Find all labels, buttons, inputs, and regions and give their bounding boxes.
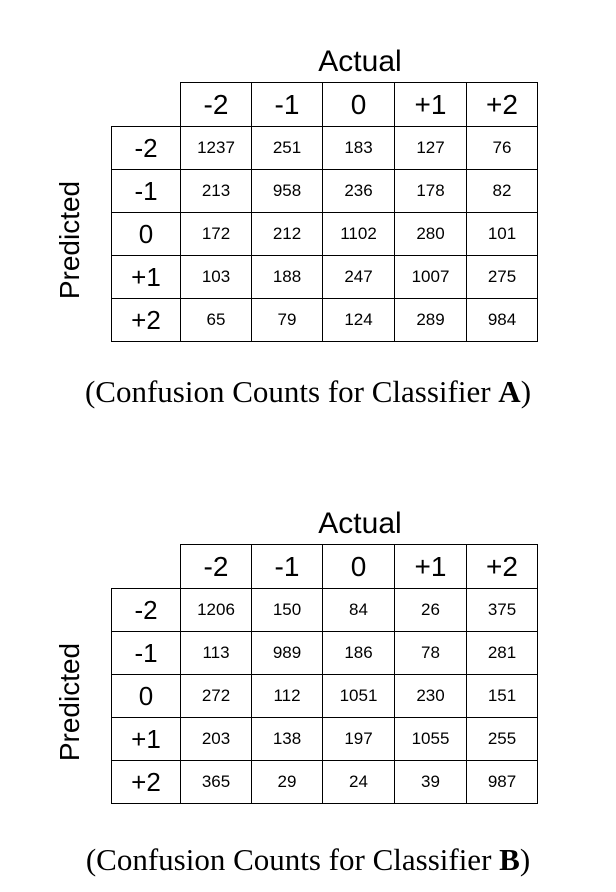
count-cell: 151 bbox=[466, 674, 538, 718]
count-cell: 197 bbox=[322, 717, 395, 761]
row-header: -2 bbox=[111, 588, 181, 632]
count-cell: 958 bbox=[251, 169, 323, 213]
count-cell: 26 bbox=[394, 588, 467, 632]
table-row: -1 113 989 186 78 281 bbox=[111, 631, 538, 675]
column-header: -2 bbox=[180, 544, 252, 589]
row-header: -2 bbox=[111, 126, 181, 170]
count-cell: 1051 bbox=[322, 674, 395, 718]
count-cell: 113 bbox=[180, 631, 252, 675]
table-row: 0 172 212 1102 280 101 bbox=[111, 212, 538, 256]
column-header: +1 bbox=[394, 82, 467, 127]
count-cell: 375 bbox=[466, 588, 538, 632]
count-cell: 251 bbox=[251, 126, 323, 170]
count-cell: 213 bbox=[180, 169, 252, 213]
actual-axis-label: Actual bbox=[318, 45, 402, 78]
count-cell: 39 bbox=[394, 760, 467, 804]
count-cell: 29 bbox=[251, 760, 323, 804]
row-header: 0 bbox=[111, 674, 181, 718]
count-cell: 101 bbox=[466, 212, 538, 256]
count-cell: 78 bbox=[394, 631, 467, 675]
column-header: 0 bbox=[322, 82, 395, 127]
caption-classifier: B bbox=[499, 842, 520, 877]
count-cell: 150 bbox=[251, 588, 323, 632]
count-cell: 79 bbox=[251, 298, 323, 342]
count-cell: 987 bbox=[466, 760, 538, 804]
column-header: -1 bbox=[251, 544, 323, 589]
caption-classifier: A bbox=[498, 374, 521, 409]
count-cell: 984 bbox=[466, 298, 538, 342]
column-header: +1 bbox=[394, 544, 467, 589]
count-cell: 1007 bbox=[394, 255, 467, 299]
confusion-table-a: -2 -1 0 +1 +2 -2 1237 251 183 127 76 -1 213 958 236 178… bbox=[111, 82, 538, 342]
caption-suffix: ) bbox=[519, 842, 531, 877]
count-cell: 203 bbox=[180, 717, 252, 761]
count-cell: 247 bbox=[322, 255, 395, 299]
column-header: +2 bbox=[466, 82, 538, 127]
count-cell: 76 bbox=[466, 126, 538, 170]
confusion-table-b: -2 -1 0 +1 +2 -2 1206 150 84 26 375 -1 113 989 186 78 28… bbox=[111, 544, 538, 804]
table-row: +2 65 79 124 289 984 bbox=[111, 298, 538, 342]
caption-b: (Confusion Counts for Classifier B) bbox=[0, 840, 616, 880]
row-header: -1 bbox=[111, 631, 181, 675]
table-row: -1 213 958 236 178 82 bbox=[111, 169, 538, 213]
caption-prefix: (Confusion Counts for Classifier bbox=[85, 842, 500, 877]
header-row: -2 -1 0 +1 +2 bbox=[111, 544, 538, 589]
count-cell: 230 bbox=[394, 674, 467, 718]
count-cell: 172 bbox=[180, 212, 252, 256]
count-cell: 289 bbox=[394, 298, 467, 342]
count-cell: 1237 bbox=[180, 126, 252, 170]
row-header: -1 bbox=[111, 169, 181, 213]
column-header: -2 bbox=[180, 82, 252, 127]
table-row: +2 365 29 24 39 987 bbox=[111, 760, 538, 804]
count-cell: 365 bbox=[180, 760, 252, 804]
header-row: -2 -1 0 +1 +2 bbox=[111, 82, 538, 127]
count-cell: 84 bbox=[322, 588, 395, 632]
row-header: +2 bbox=[111, 760, 181, 804]
count-cell: 280 bbox=[394, 212, 467, 256]
count-cell: 65 bbox=[180, 298, 252, 342]
column-header: 0 bbox=[322, 544, 395, 589]
count-cell: 212 bbox=[251, 212, 323, 256]
count-cell: 1206 bbox=[180, 588, 252, 632]
row-header: +1 bbox=[111, 255, 181, 299]
corner-cell bbox=[111, 544, 181, 589]
column-header: +2 bbox=[466, 544, 538, 589]
table-row: +1 103 188 247 1007 275 bbox=[111, 255, 538, 299]
count-cell: 236 bbox=[322, 169, 395, 213]
count-cell: 1055 bbox=[394, 717, 467, 761]
count-cell: 178 bbox=[394, 169, 467, 213]
count-cell: 82 bbox=[466, 169, 538, 213]
corner-cell bbox=[111, 82, 181, 127]
caption-suffix: ) bbox=[520, 374, 532, 409]
predicted-axis-label: Predicted bbox=[54, 642, 85, 762]
count-cell: 138 bbox=[251, 717, 323, 761]
caption-a: (Confusion Counts for Classifier A) bbox=[0, 372, 616, 412]
count-cell: 112 bbox=[251, 674, 323, 718]
count-cell: 127 bbox=[394, 126, 467, 170]
count-cell: 188 bbox=[251, 255, 323, 299]
count-cell: 183 bbox=[322, 126, 395, 170]
table-row: 0 272 112 1051 230 151 bbox=[111, 674, 538, 718]
actual-axis-label: Actual bbox=[318, 507, 402, 540]
row-header: +1 bbox=[111, 717, 181, 761]
predicted-axis-label: Predicted bbox=[54, 180, 85, 300]
count-cell: 24 bbox=[322, 760, 395, 804]
row-header: +2 bbox=[111, 298, 181, 342]
count-cell: 255 bbox=[466, 717, 538, 761]
caption-prefix: (Confusion Counts for Classifier bbox=[84, 374, 499, 409]
count-cell: 281 bbox=[466, 631, 538, 675]
table-row: +1 203 138 197 1055 255 bbox=[111, 717, 538, 761]
count-cell: 103 bbox=[180, 255, 252, 299]
count-cell: 186 bbox=[322, 631, 395, 675]
count-cell: 272 bbox=[180, 674, 252, 718]
table-row: -2 1237 251 183 127 76 bbox=[111, 126, 538, 170]
column-header: -1 bbox=[251, 82, 323, 127]
count-cell: 1102 bbox=[322, 212, 395, 256]
count-cell: 989 bbox=[251, 631, 323, 675]
count-cell: 124 bbox=[322, 298, 395, 342]
table-row: -2 1206 150 84 26 375 bbox=[111, 588, 538, 632]
count-cell: 275 bbox=[466, 255, 538, 299]
row-header: 0 bbox=[111, 212, 181, 256]
